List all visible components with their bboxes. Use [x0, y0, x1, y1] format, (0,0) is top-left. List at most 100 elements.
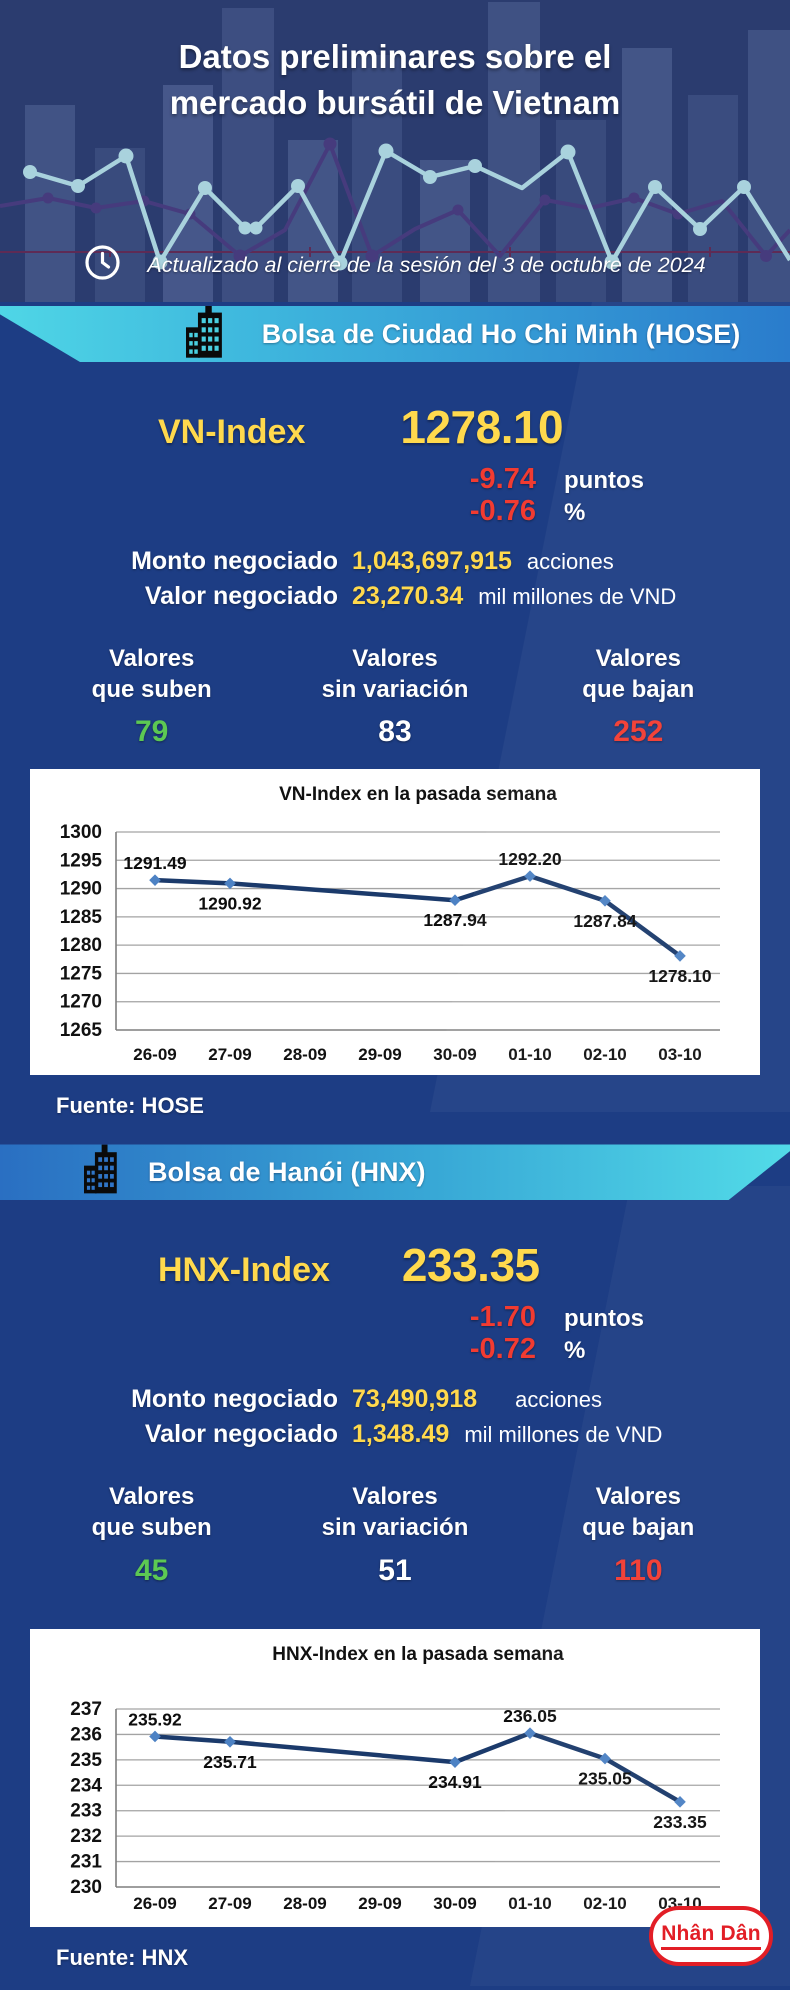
- hnx-volume-unit: acciones: [515, 1387, 602, 1413]
- svg-text:236.05: 236.05: [503, 1706, 557, 1726]
- hose-turnover-value: 23,270.34: [352, 582, 464, 610]
- page-title-line1: Datos preliminares sobre el: [178, 38, 612, 75]
- svg-text:26-09: 26-09: [133, 1045, 176, 1064]
- hose-turnover-unit: mil millones de VND: [478, 584, 677, 609]
- hnx-volume-value: 73,490,918: [352, 1385, 478, 1414]
- hnx-source: Fuente: HNX: [56, 1944, 188, 1970]
- hose-breadth: Valores que suben 79 Valores sin variaci…: [0, 644, 790, 749]
- clock-icon: [84, 244, 121, 286]
- hose-unchanged-label: Valores sin variación: [321, 645, 469, 703]
- svg-text:27-09: 27-09: [208, 1894, 251, 1913]
- hose-change-rows: -9.74 puntos -0.76 %: [0, 464, 790, 528]
- svg-text:1291.49: 1291.49: [123, 854, 187, 874]
- hnx-volume-label: Monto negociado: [131, 1385, 338, 1414]
- vnindex-line-chart: 1300 1295 1290 1285 1280 1275 1270 1265 26-09 27-…: [60, 822, 720, 1064]
- hnx-decliners-label: Valores que bajan: [582, 1483, 695, 1542]
- building-icon: [186, 306, 232, 362]
- hnx-turnover-unit: mil millones de VND: [464, 1422, 663, 1448]
- hose-source: Fuente: HOSE: [56, 1093, 204, 1119]
- svg-text:01-10: 01-10: [508, 1045, 551, 1064]
- hnx-unchanged-label: Valores sin variación: [321, 1483, 469, 1542]
- hnx-section: Bolsa de Hanói (HNX) HNX-Index 233.35 -1…: [0, 1144, 790, 1970]
- hnx-change-rows: -1.70 puntos -0.72 %: [0, 1302, 790, 1366]
- hnx-decliners-value: 110: [614, 1553, 663, 1587]
- hero-header: Datos preliminares sobre el mercado burs…: [0, 0, 790, 302]
- updated-text: Actualizado al cierre de la sesión del 3…: [147, 252, 706, 277]
- page-title-line2: mercado bursátil de Vietnam: [169, 83, 621, 121]
- hnx-turnover-value: 1,348.49: [352, 1420, 450, 1449]
- hose-banner: Bolsa de Ciudad Ho Chi Minh (HOSE): [0, 306, 790, 362]
- hnx-turnover-row: Valor negociado 1,348.49 mil millones de…: [0, 1417, 790, 1452]
- hnx-index-row: HNX-Index 233.35: [0, 1238, 790, 1292]
- hose-index-value: 1278.10: [400, 401, 564, 453]
- svg-text:01-10: 01-10: [508, 1894, 551, 1913]
- svg-text:02-10: 02-10: [583, 1894, 626, 1913]
- hose-advancers-label: Valores que suben: [91, 645, 212, 703]
- hose-volume-label: Monto negociado: [131, 547, 338, 575]
- svg-text:232: 232: [70, 1826, 102, 1847]
- svg-text:237: 237: [70, 1699, 102, 1720]
- hose-banner-label: Bolsa de Ciudad Ho Chi Minh (HOSE): [261, 318, 741, 349]
- svg-text:1278.10: 1278.10: [648, 966, 712, 986]
- hnx-banner: Bolsa de Hanói (HNX): [0, 1144, 790, 1200]
- svg-text:1270: 1270: [60, 992, 102, 1013]
- svg-text:233.35: 233.35: [653, 1812, 707, 1832]
- hnx-index-value: 233.35: [401, 1239, 540, 1292]
- hnx-unchanged: Valores sin variación 51: [273, 1482, 516, 1587]
- hnx-change-percent-value: -0.72: [469, 1333, 536, 1366]
- hose-decliners-value: 252: [613, 715, 664, 749]
- hose-change-percent-value: -0.76: [469, 495, 536, 527]
- svg-text:236: 236: [70, 1724, 102, 1745]
- hose-unchanged-value: 83: [378, 715, 412, 749]
- hnx-advancers-label: Valores que suben: [91, 1483, 212, 1542]
- hose-decliners: Valores que bajan 252: [517, 644, 760, 749]
- svg-text:235.05: 235.05: [578, 1768, 632, 1788]
- svg-text:234: 234: [70, 1775, 102, 1796]
- hose-index-row: VN-Index 1278.10: [0, 400, 790, 454]
- building-icon: [84, 1144, 126, 1201]
- hnx-change-points-value: -1.70: [469, 1301, 536, 1334]
- svg-text:29-09: 29-09: [358, 1045, 401, 1064]
- svg-text:26-09: 26-09: [133, 1894, 176, 1913]
- hnx-change-percent-unit: %: [564, 1337, 586, 1365]
- svg-text:1287.94: 1287.94: [423, 911, 487, 931]
- hose-advancers-value: 79: [134, 715, 169, 749]
- hnx-advancers: Valores que suben 45: [30, 1482, 273, 1587]
- hose-volume-value: 1,043,697,915: [352, 547, 512, 575]
- hose-index-label: VN-Index: [158, 413, 306, 451]
- svg-text:28-09: 28-09: [283, 1045, 326, 1064]
- svg-text:1300: 1300: [60, 822, 102, 843]
- vnindex-chart-panel: VN-Index en la pasada semana 1300 1295 129…: [30, 769, 760, 1076]
- svg-text:1290.92: 1290.92: [198, 894, 262, 914]
- hose-turnover-row: Valor negociado 23,270.34 mil millones d…: [0, 579, 790, 614]
- hnx-change-points-unit: puntos: [564, 1305, 644, 1333]
- hose-change-percent-unit: %: [564, 499, 586, 526]
- hnx-volume-rows: Monto negociado 73,490,918 acciones Valo…: [0, 1382, 790, 1452]
- svg-text:234.91: 234.91: [428, 1772, 482, 1792]
- hnxindex-chart-title: HNX-Index en la pasada semana: [272, 1643, 564, 1665]
- nhandan-logo-text: Nhân Dân: [661, 1922, 761, 1950]
- svg-text:233: 233: [70, 1801, 102, 1822]
- hose-change-percent: -0.76 %: [388, 496, 790, 528]
- hnx-decliners: Valores que bajan 110: [517, 1482, 760, 1587]
- hnx-index-label: HNX-Index: [158, 1251, 330, 1290]
- hose-volume-rows: Monto negociado 1,043,697,915 acciones V…: [0, 544, 790, 614]
- hnx-unchanged-value: 51: [378, 1553, 412, 1587]
- hnx-breadth: Valores que suben 45 Valores sin variaci…: [0, 1482, 790, 1587]
- nhandan-logo: Nhân Dân: [649, 1906, 773, 1966]
- hose-advancers: Valores que suben 79: [30, 644, 273, 749]
- svg-text:30-09: 30-09: [433, 1894, 476, 1913]
- svg-text:235.92: 235.92: [128, 1709, 182, 1729]
- hnx-turnover-label: Valor negociado: [144, 1420, 338, 1449]
- updated-row: Actualizado al cierre de la sesión del 3…: [0, 244, 790, 286]
- hose-change-points: -9.74 puntos: [388, 464, 790, 496]
- hnx-volume-row: Monto negociado 73,490,918 acciones: [0, 1382, 790, 1417]
- page-title: Datos preliminares sobre el mercado burs…: [0, 0, 790, 125]
- hose-change-points-unit: puntos: [564, 467, 644, 494]
- svg-text:1265: 1265: [60, 1020, 103, 1041]
- hose-turnover-label: Valor negociado: [144, 582, 338, 610]
- hnx-change-percent: -0.72 %: [388, 1334, 790, 1366]
- svg-text:03-10: 03-10: [658, 1045, 701, 1064]
- hose-volume-row: Monto negociado 1,043,697,915 acciones: [0, 544, 790, 579]
